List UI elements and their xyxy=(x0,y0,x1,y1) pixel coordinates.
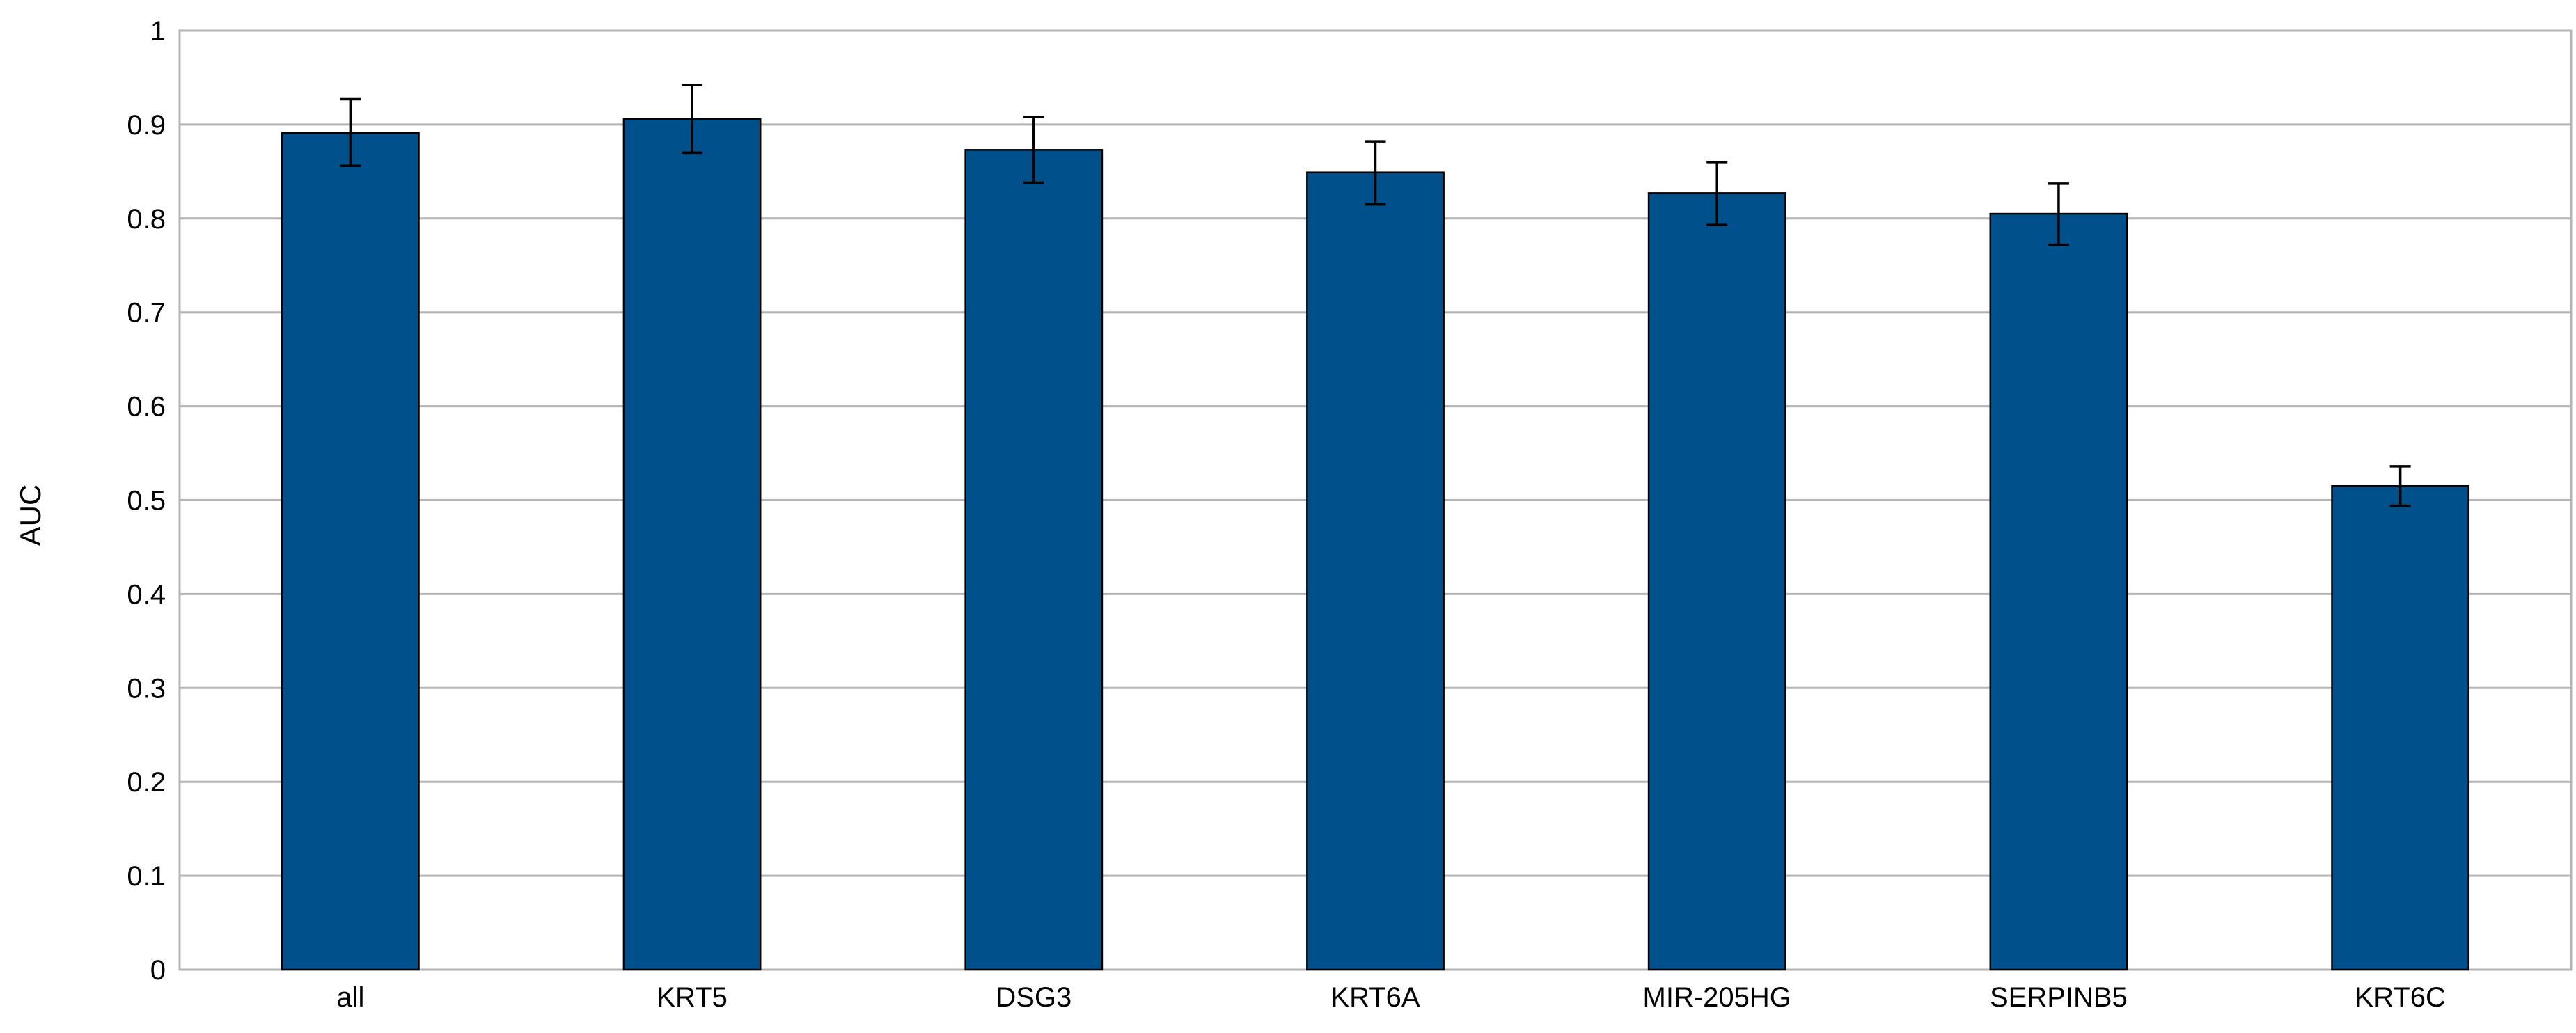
y-tick-label: 0.3 xyxy=(127,673,166,704)
error-bar xyxy=(1023,116,1044,184)
error-bar xyxy=(2389,465,2411,507)
x-tick-label: DSG3 xyxy=(996,982,1071,1013)
bar xyxy=(1989,212,2128,971)
y-tick-label: 0 xyxy=(150,955,166,986)
bar xyxy=(1306,171,1445,971)
y-tick-label: 0.4 xyxy=(127,579,166,610)
x-tick-label: all xyxy=(336,982,364,1013)
x-tick-label: KRT6C xyxy=(2355,982,2445,1013)
bar xyxy=(2331,485,2470,971)
bar xyxy=(622,118,762,971)
bar xyxy=(281,132,420,971)
bar xyxy=(1647,192,1786,971)
x-tick-label: KRT6A xyxy=(1330,982,1420,1013)
y-axis-title: AUC xyxy=(14,484,47,546)
x-tick-label: SERPINB5 xyxy=(1990,982,2128,1013)
error-bar xyxy=(682,84,703,155)
bar xyxy=(964,149,1104,971)
y-tick-label: 0.9 xyxy=(127,110,166,141)
error-bar xyxy=(1365,140,1386,206)
error-bar xyxy=(1706,161,1728,226)
error-bars xyxy=(340,84,2411,507)
y-tick-label: 0.7 xyxy=(127,298,166,329)
y-tick-label: 0.6 xyxy=(127,392,166,423)
y-tick-label: 1 xyxy=(150,16,166,47)
error-bar xyxy=(2048,182,2069,246)
error-bar xyxy=(340,97,361,168)
x-tick-label: KRT5 xyxy=(657,982,728,1013)
x-axis-ticks: all KRT5 DSG3 KRT6A MIR-205HG SERPINB5 KRT6C xyxy=(336,982,2446,1013)
y-tick-label: 0.2 xyxy=(127,767,166,798)
y-tick-label: 0.1 xyxy=(127,861,166,892)
y-tick-label: 0.5 xyxy=(127,486,166,516)
x-tick-label: MIR-205HG xyxy=(1643,982,1791,1013)
bars xyxy=(281,118,2470,971)
y-axis-ticks: 0 0.1 0.2 0.3 0.4 0.5 0.6 0.7 0.8 0.9 1 xyxy=(127,16,166,986)
y-tick-label: 0.8 xyxy=(127,204,166,235)
